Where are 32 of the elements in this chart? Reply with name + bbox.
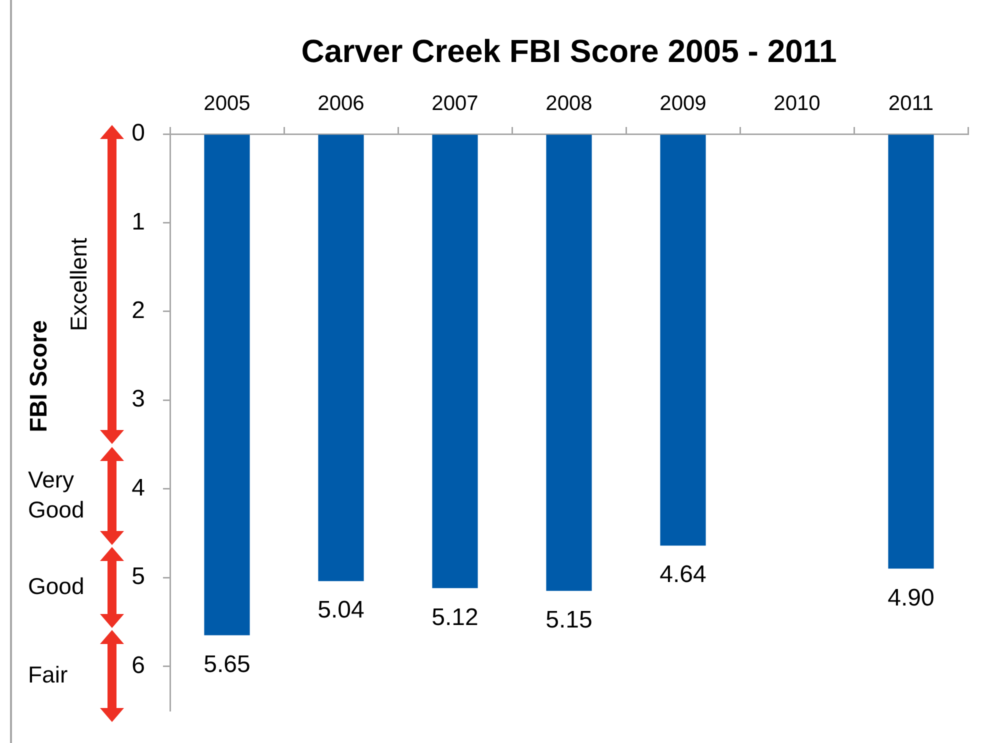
x-tick-label: 2009 — [660, 92, 706, 116]
bar — [204, 134, 250, 636]
data-label: 4.64 — [660, 561, 706, 588]
x-tick-label: 2011 — [888, 92, 934, 116]
y-tick-label: 6 — [132, 652, 145, 679]
y-tick-label: 1 — [132, 208, 145, 236]
x-tick-label: 2008 — [546, 92, 592, 116]
x-tick-label: 2006 — [318, 92, 364, 116]
y-tick-label: 4 — [132, 474, 145, 502]
y-tick-label: 2 — [132, 297, 145, 324]
chart-title: Carver Creek FBI Score 2005 - 2011 — [301, 32, 837, 69]
text: Fair — [28, 661, 68, 688]
data-label: 5.04 — [318, 596, 364, 624]
bar — [318, 134, 364, 582]
data-label: 5.12 — [432, 604, 478, 631]
bar — [546, 134, 592, 591]
x-tick-label: 2007 — [432, 92, 478, 116]
text: Good — [28, 572, 84, 599]
y-tick-label: 0 — [132, 120, 145, 147]
data-label: 5.65 — [204, 650, 250, 678]
data-label: 4.90 — [888, 584, 934, 612]
y-tick-label: 5 — [132, 563, 145, 590]
text: Very Good — [28, 466, 84, 522]
x-tick-label: 2010 — [774, 92, 820, 116]
bar — [432, 134, 478, 588]
x-tick-label: 2005 — [204, 92, 250, 116]
y-axis-title: FBI Score — [26, 320, 53, 432]
text: Excellent — [65, 237, 92, 332]
data-label: 5.15 — [546, 606, 592, 634]
bar — [660, 134, 706, 546]
y-tick-label: 3 — [132, 386, 145, 413]
bar — [888, 134, 934, 569]
